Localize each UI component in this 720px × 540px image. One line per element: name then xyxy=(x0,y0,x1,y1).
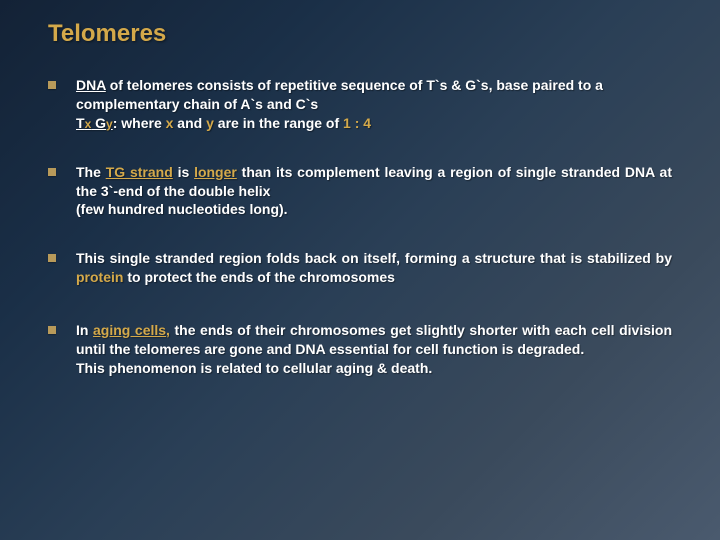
bullet-marker-icon xyxy=(48,326,56,334)
b2-pre: The xyxy=(76,164,106,180)
b4-pre: In xyxy=(76,322,93,338)
bullet-item-3: This single stranded region folds back o… xyxy=(48,249,672,287)
bullet-text-2: The TG strand is longer than its complem… xyxy=(76,163,672,220)
bullet-text-1: DNA of telomeres consists of repetitive … xyxy=(76,76,672,133)
b1-l1-rest: of telomeres consists of repetitive sequ… xyxy=(76,77,603,112)
tg-strand-text: TG strand xyxy=(106,164,173,180)
b1-and: and xyxy=(173,115,206,131)
gy-text: Gy xyxy=(91,115,112,131)
protein-text: protein xyxy=(76,269,123,285)
b2-line2: (few hundred nucleotides long). xyxy=(76,201,288,217)
b3-post: to protect the ends of the chromosomes xyxy=(123,269,394,285)
bullet-marker-icon xyxy=(48,254,56,262)
y-text: y xyxy=(206,115,214,131)
dna-text: DNA xyxy=(76,77,106,93)
longer-text: longer xyxy=(194,164,237,180)
y-sub: y xyxy=(106,117,113,131)
bullet-marker-icon xyxy=(48,81,56,89)
bullet-item-2: The TG strand is longer than its complem… xyxy=(48,163,672,220)
slide-title: Telomeres xyxy=(48,20,672,48)
b2-mid1: is xyxy=(173,164,194,180)
b3-pre: This single stranded region folds back o… xyxy=(76,250,672,266)
b1-l2-tail: are in the range of xyxy=(214,115,343,131)
b4-line2: This phenomenon is related to cellular a… xyxy=(76,360,432,376)
bullet-item-4: In aging cells, the ends of their chromo… xyxy=(48,321,672,378)
bullet-item-1: DNA of telomeres consists of repetitive … xyxy=(48,76,672,133)
bullet-list: DNA of telomeres consists of repetitive … xyxy=(48,76,672,378)
slide-container: Telomeres DNA of telomeres consists of r… xyxy=(0,0,720,540)
aging-cells-text: aging cells xyxy=(93,322,166,338)
bullet-text-3: This single stranded region folds back o… xyxy=(76,249,672,287)
bullet-marker-icon xyxy=(48,168,56,176)
b1-l2-mid: : where xyxy=(113,115,166,131)
range-text: 1 : 4 xyxy=(343,115,371,131)
bullet-text-4: In aging cells, the ends of their chromo… xyxy=(76,321,672,378)
tx-text: Tx xyxy=(76,115,91,131)
